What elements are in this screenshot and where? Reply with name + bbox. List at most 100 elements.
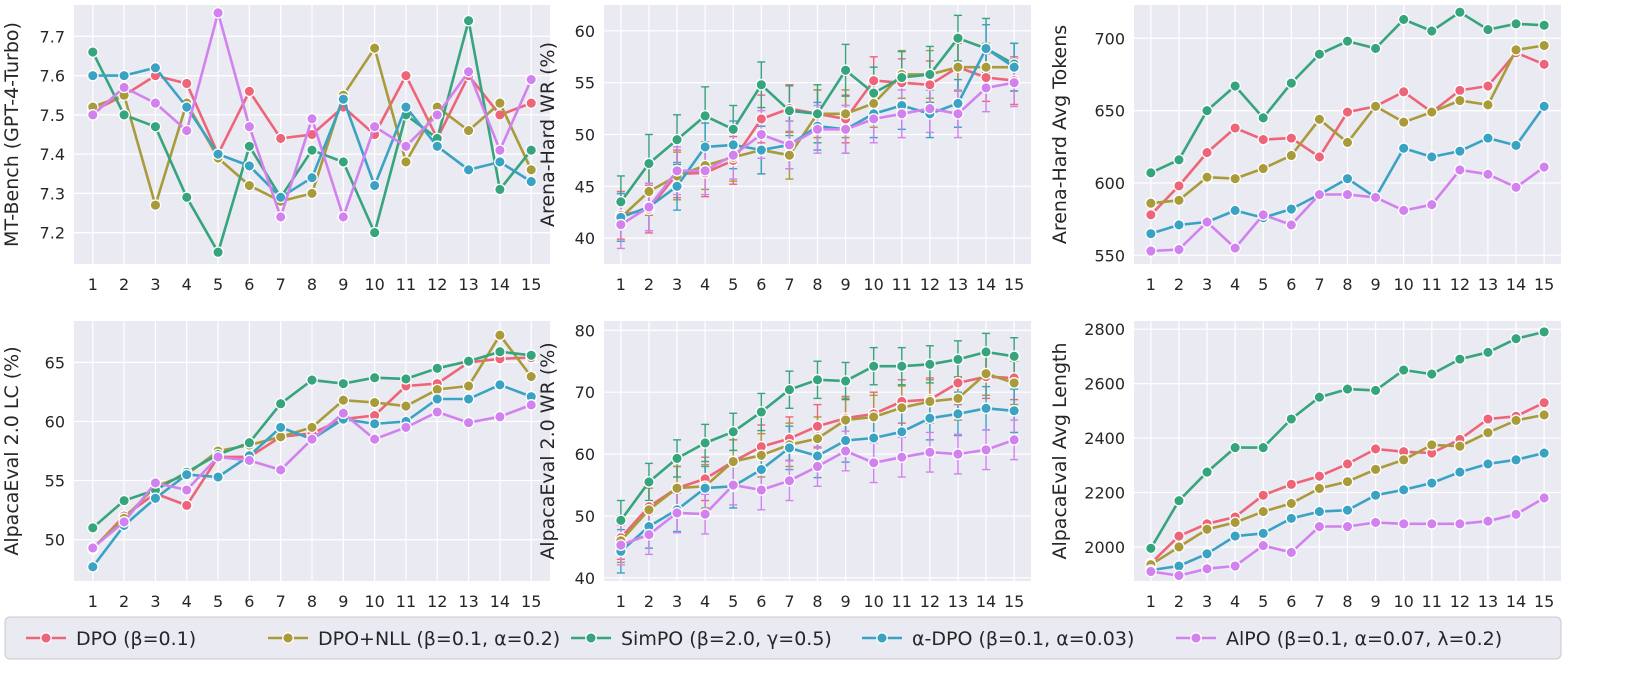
x-tick-label: 3 xyxy=(672,592,682,611)
data-point xyxy=(924,68,936,81)
x-tick-label: 6 xyxy=(756,592,766,611)
data-point xyxy=(643,476,655,488)
y-tick-label: 2400 xyxy=(1084,429,1125,448)
data-point xyxy=(1173,541,1185,553)
x-tick-label: 12 xyxy=(427,275,447,294)
data-point xyxy=(1454,84,1466,97)
x-tick-label: 12 xyxy=(1450,592,1470,611)
data-point xyxy=(643,528,655,541)
data-point xyxy=(1397,364,1410,376)
data-point xyxy=(980,71,992,84)
x-tick-label: 8 xyxy=(812,275,822,294)
x-tick-label: 2 xyxy=(644,592,654,611)
data-point xyxy=(783,383,796,396)
data-point xyxy=(952,107,964,120)
x-tick-label: 15 xyxy=(521,275,541,294)
data-point xyxy=(525,163,538,176)
x-tick-label: 11 xyxy=(892,592,912,611)
x-tick-label: 5 xyxy=(213,275,223,294)
x-tick-label: 12 xyxy=(1450,275,1470,294)
x-tick-label: 6 xyxy=(244,592,254,611)
data-point xyxy=(368,179,381,192)
data-point xyxy=(1285,149,1298,162)
data-point xyxy=(671,452,683,465)
data-point xyxy=(727,455,740,468)
data-point xyxy=(180,101,193,113)
data-point xyxy=(980,61,992,74)
data-point xyxy=(980,346,992,358)
x-tick-label: 7 xyxy=(276,275,286,294)
data-point xyxy=(980,42,992,55)
series-2 xyxy=(1145,409,1550,571)
data-point xyxy=(811,420,824,433)
data-point xyxy=(952,32,964,45)
data-point xyxy=(1173,569,1185,582)
data-point xyxy=(1145,166,1157,179)
y-tick-label: 7.4 xyxy=(40,145,65,164)
data-point xyxy=(671,180,683,193)
data-point xyxy=(1285,132,1298,144)
data-point xyxy=(1538,447,1550,459)
data-point xyxy=(274,191,287,204)
y-tick-label: 40 xyxy=(575,569,595,588)
data-point xyxy=(337,377,350,390)
legend-marker xyxy=(40,632,52,644)
y-tick-label: 2800 xyxy=(1084,320,1125,339)
data-point xyxy=(615,539,627,551)
data-point xyxy=(671,507,683,519)
data-point xyxy=(1538,409,1550,421)
data-point xyxy=(1229,172,1241,185)
data-point xyxy=(643,503,655,516)
x-tick-label: 15 xyxy=(1004,592,1024,611)
data-point xyxy=(1257,133,1270,146)
x-tick-label: 9 xyxy=(338,592,348,611)
x-tick-label: 2 xyxy=(1174,275,1184,294)
data-point xyxy=(525,97,538,109)
data-point xyxy=(811,123,824,136)
x-tick-label: 3 xyxy=(1202,592,1212,611)
data-point xyxy=(243,140,256,153)
data-point xyxy=(1425,517,1438,530)
data-point xyxy=(1008,377,1020,389)
data-point xyxy=(1397,13,1410,26)
data-point xyxy=(1008,61,1020,74)
data-point xyxy=(1201,562,1213,575)
data-point xyxy=(212,148,224,160)
data-point xyxy=(306,421,318,434)
data-point xyxy=(368,433,381,446)
x-tick-label: 15 xyxy=(1534,275,1554,294)
data-point xyxy=(1145,542,1157,555)
data-point xyxy=(86,46,99,58)
data-point xyxy=(1538,396,1550,409)
data-point xyxy=(1425,368,1438,380)
data-point xyxy=(274,421,287,434)
data-point xyxy=(1482,23,1494,36)
data-point xyxy=(494,378,506,391)
x-tick-label: 3 xyxy=(150,275,160,294)
data-point xyxy=(306,112,318,125)
data-point xyxy=(1510,414,1522,427)
data-point xyxy=(1229,122,1241,134)
data-point xyxy=(180,77,193,90)
data-point xyxy=(980,82,992,94)
x-tick-label: 11 xyxy=(892,275,912,294)
data-point xyxy=(671,164,683,177)
series-3 xyxy=(615,346,1020,527)
data-point xyxy=(1454,145,1466,157)
x-tick-label: 3 xyxy=(150,592,160,611)
data-point xyxy=(1173,153,1185,166)
x-tick-label: 2 xyxy=(1174,592,1184,611)
data-point xyxy=(811,432,824,445)
data-point xyxy=(952,408,964,420)
x-tick-label: 15 xyxy=(1004,275,1024,294)
data-point xyxy=(368,396,381,409)
legend-box xyxy=(4,616,1562,660)
data-point xyxy=(1201,547,1213,560)
legend-label: DPO+NLL (β=0.1, α=0.2) xyxy=(318,628,560,650)
data-point xyxy=(243,160,256,172)
data-point xyxy=(952,392,964,405)
data-point xyxy=(1201,523,1213,536)
data-point xyxy=(755,406,768,418)
data-point xyxy=(1173,560,1185,572)
